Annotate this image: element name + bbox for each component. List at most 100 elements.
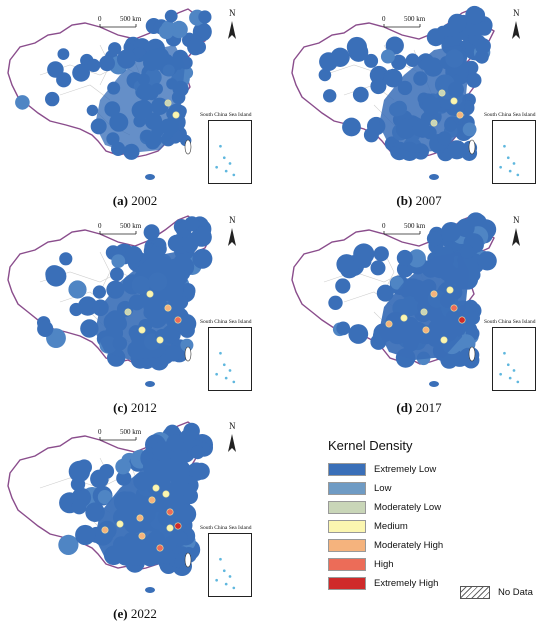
density-cell <box>459 244 475 259</box>
hainan-island <box>429 381 439 387</box>
island-dot <box>506 156 510 160</box>
scale-distance-label: 500 km <box>120 428 142 436</box>
density-cell <box>59 252 73 266</box>
hotspot <box>146 290 154 298</box>
legend-swatch <box>328 481 366 495</box>
island-dot <box>506 363 510 367</box>
island-dot <box>503 351 506 355</box>
legend-no-data-label: No Data <box>498 587 533 598</box>
panel-caption: (a) 2002 <box>0 193 270 209</box>
density-layer <box>58 422 214 576</box>
taiwan-no-data <box>184 346 192 362</box>
density-layer <box>328 212 497 369</box>
density-cell <box>184 216 200 232</box>
legend-swatch <box>328 557 366 571</box>
legend-title: Kernel Density <box>328 438 413 453</box>
legend-item: Moderately Low <box>328 498 543 516</box>
south-china-sea-inset <box>492 327 536 391</box>
legend-item: Extremely Low <box>328 460 543 478</box>
density-cell <box>187 462 206 481</box>
map-panel-b: South China Sea Island 0 500 km N (b) 2007 <box>284 5 550 210</box>
hainan-island <box>429 174 439 180</box>
density-cell <box>58 534 79 555</box>
north-label: N <box>229 8 236 18</box>
density-cell <box>165 345 182 362</box>
density-cell <box>181 483 196 498</box>
hotspot <box>164 304 172 312</box>
island-dot <box>499 372 502 376</box>
inset-title: South China Sea Island <box>200 112 252 118</box>
inset-title: South China Sea Island <box>200 525 252 531</box>
density-cell <box>335 278 351 294</box>
density-cell <box>339 259 359 279</box>
density-cell <box>187 38 204 56</box>
legend-swatch <box>328 462 366 476</box>
island-dot <box>499 165 502 169</box>
density-cell <box>166 434 184 452</box>
north-label: N <box>229 215 236 225</box>
density-cell <box>164 9 178 23</box>
density-cell <box>196 23 212 39</box>
panel-caption: (e) 2022 <box>0 606 270 622</box>
density-cell <box>68 280 87 299</box>
density-cell <box>110 267 124 282</box>
hotspot <box>458 316 466 324</box>
density-cell <box>376 284 394 302</box>
hotspot <box>156 544 164 552</box>
density-cell <box>71 499 87 515</box>
density-cell <box>328 295 343 310</box>
scale-bar <box>383 24 421 28</box>
legend-item-label: Extremely Low <box>374 463 437 475</box>
caption-letter: (d) <box>396 400 413 415</box>
hotspot <box>422 326 430 334</box>
scale-bar <box>383 231 421 235</box>
south-china-sea-inset <box>208 120 252 184</box>
density-cell <box>390 276 404 290</box>
density-cell <box>373 246 389 262</box>
density-cell <box>116 49 137 69</box>
hotspot <box>174 316 182 324</box>
hotspot <box>446 286 454 294</box>
density-cell <box>407 249 426 268</box>
china-density-map <box>7 8 236 180</box>
legend-item: Moderately High <box>328 536 543 554</box>
inset-islands <box>215 557 236 590</box>
density-cell <box>466 311 480 325</box>
north-arrow-icon <box>512 228 520 246</box>
legend-item-label: Extremely High <box>374 577 439 589</box>
hotspot <box>152 484 160 492</box>
caption-year: 2012 <box>130 400 157 415</box>
hotspot <box>116 520 124 528</box>
dense-region <box>379 252 469 360</box>
map-panel-a: South China Sea Island 0 500 km N (a) 2002 <box>0 5 270 210</box>
island-dot <box>224 169 228 173</box>
density-cell <box>80 319 99 338</box>
inset-title: South China Sea Island <box>200 319 252 325</box>
scale-zero-label: 0 <box>98 428 102 436</box>
scale-zero-label: 0 <box>98 222 102 230</box>
south-china-sea-inset <box>492 120 536 184</box>
island-dot <box>222 363 226 367</box>
island-dot <box>228 162 232 165</box>
inset-islands <box>499 144 520 177</box>
dense-region <box>379 45 469 153</box>
density-cell <box>190 445 205 460</box>
hotspot <box>400 314 408 322</box>
density-cell <box>182 236 199 253</box>
taiwan-no-data <box>468 139 476 155</box>
north-label: N <box>513 215 520 225</box>
panel-caption: (b) 2007 <box>284 193 550 209</box>
south-china-sea-inset <box>208 327 252 391</box>
north-arrow-icon <box>228 434 236 452</box>
density-cell <box>15 95 30 110</box>
scale-distance-label: 500 km <box>404 15 426 23</box>
legend-swatch <box>328 576 366 590</box>
legend-item: Medium <box>328 517 543 535</box>
density-layer <box>318 5 493 162</box>
province-boundaries <box>39 251 171 343</box>
density-layer <box>37 216 213 371</box>
hotspot <box>124 308 132 316</box>
panel-caption: (c) 2012 <box>0 400 270 416</box>
density-cell <box>364 53 379 68</box>
island-dot <box>228 369 232 372</box>
